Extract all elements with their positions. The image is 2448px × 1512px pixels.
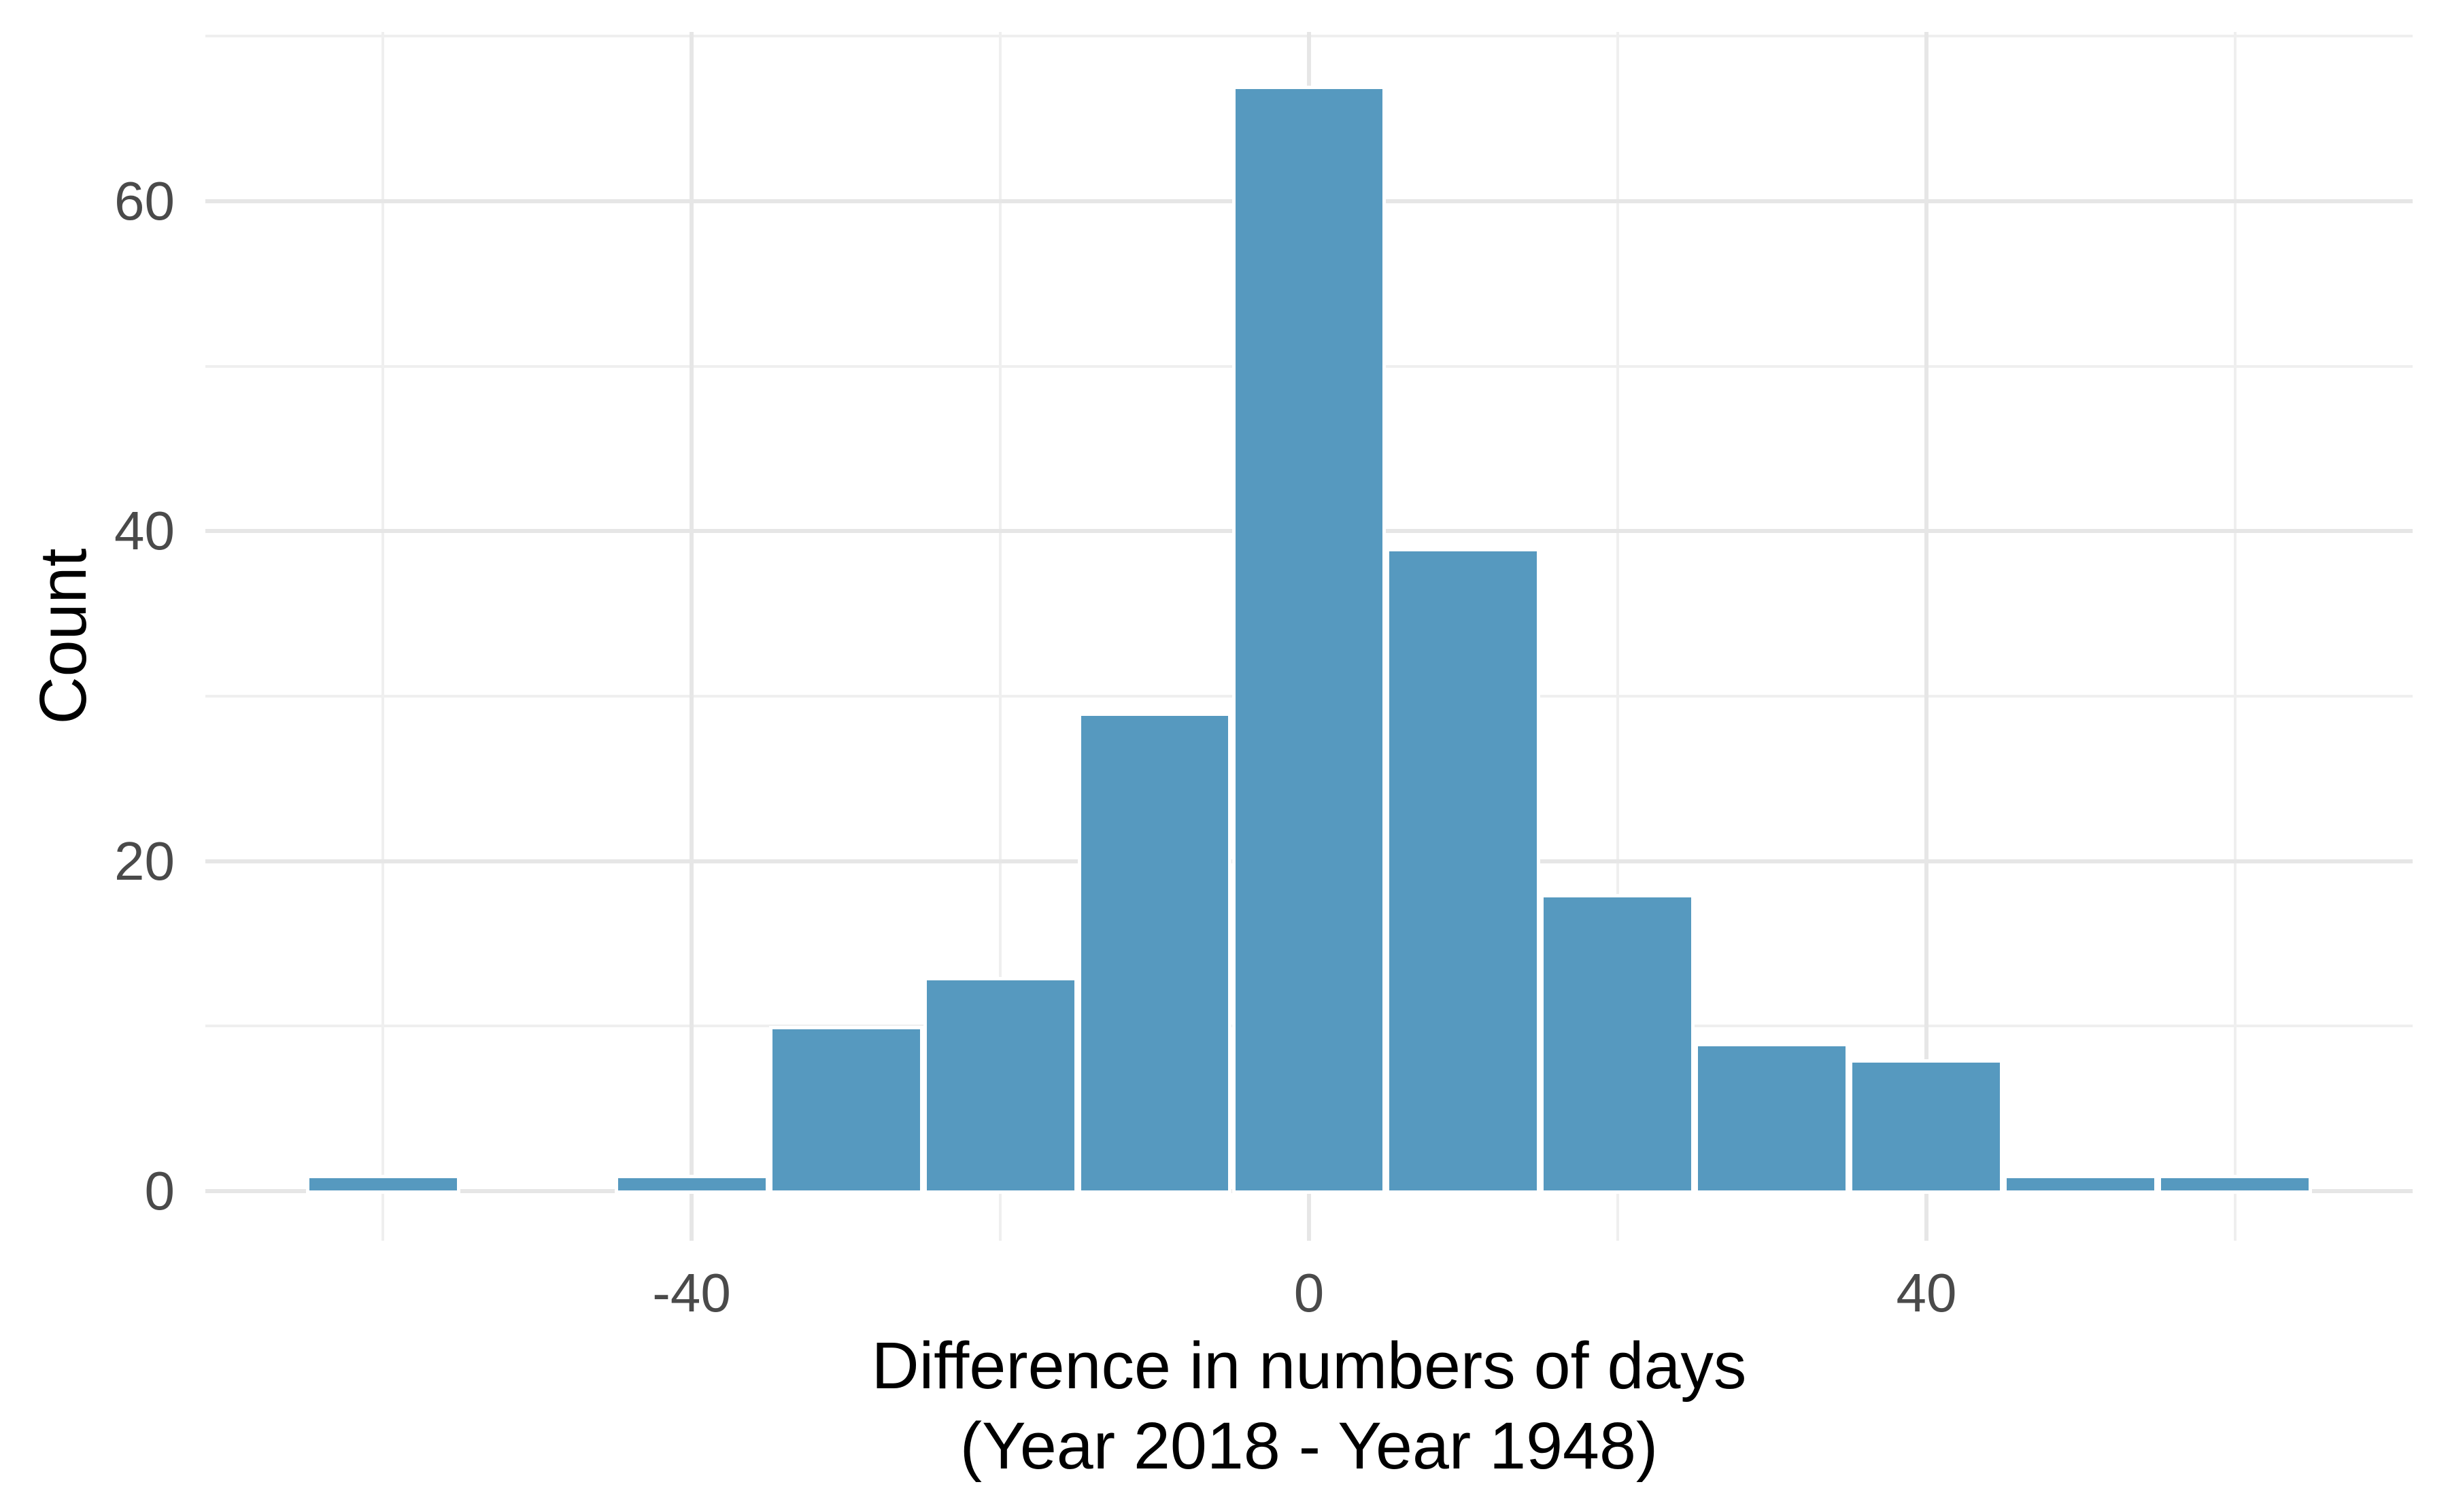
x-tick-label: -40 [652, 1262, 731, 1323]
x-axis-title-line1: Difference in numbers of days [871, 1328, 1747, 1403]
histogram-bar [2158, 1174, 2313, 1195]
y-tick-label: 0 [144, 1161, 175, 1222]
histogram-bar [1231, 85, 1387, 1195]
gridline-minor-x [999, 32, 1002, 1241]
y-axis-title: Count [26, 548, 100, 725]
histogram-bar [305, 1174, 460, 1195]
gridline-major-x [1924, 32, 1928, 1241]
gridline-minor-x [2233, 32, 2237, 1241]
histogram-bar [1077, 712, 1232, 1195]
histogram-bar [1849, 1059, 2004, 1195]
x-tick-label: 0 [1293, 1262, 1325, 1323]
histogram-bar [1695, 1042, 1850, 1195]
y-tick-label: 60 [114, 170, 175, 231]
x-axis-title-line2: (Year 2018 - Year 1948) [959, 1409, 1659, 1483]
y-tick-label: 40 [114, 500, 175, 562]
histogram-bar [768, 1026, 923, 1195]
gridline-minor-x [381, 32, 385, 1241]
histogram-bar [614, 1174, 769, 1195]
y-tick-label: 20 [114, 830, 175, 891]
x-axis-title: Difference in numbers of days (Year 2018… [205, 1326, 2413, 1487]
x-tick-label: 40 [1896, 1262, 1957, 1323]
gridline-minor-x [1616, 32, 1619, 1241]
histogram-bar [923, 976, 1078, 1195]
histogram-bar [1540, 894, 1695, 1195]
histogram-bar [2003, 1174, 2158, 1195]
gridline-major-x [690, 32, 694, 1241]
histogram-bar [1386, 547, 1541, 1195]
